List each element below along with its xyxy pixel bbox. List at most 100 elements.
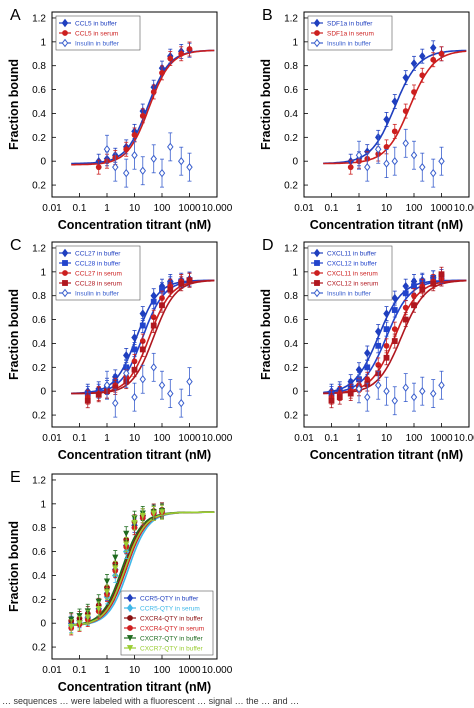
y-axis-label: Fraction bound — [259, 59, 273, 150]
x-axis-label: Concentration titrant (nM) — [58, 218, 211, 232]
legend-marker — [314, 270, 320, 276]
y-tick-label: 1 — [40, 499, 46, 510]
data-point — [95, 605, 102, 613]
y-tick-label: 0.4 — [284, 339, 298, 350]
data-point — [391, 156, 399, 166]
data-point — [411, 292, 417, 299]
x-tick-label: 10.000 — [454, 203, 474, 214]
x-tick-label: 0.1 — [325, 433, 339, 444]
legend-box — [55, 245, 141, 301]
x-tick-label: 10.000 — [202, 433, 233, 444]
data-point — [84, 614, 91, 621]
x-tick-label: 1 — [104, 433, 110, 444]
legend-entry: CCL27 in buffer — [75, 251, 121, 258]
y-tick-label: 1 — [292, 37, 298, 48]
data-point — [429, 389, 437, 398]
data-point — [186, 377, 193, 386]
y-tick-label: 0.8 — [284, 291, 298, 302]
legend-marker — [313, 38, 321, 48]
legend-box — [120, 590, 214, 656]
data-point — [375, 342, 382, 349]
data-point — [177, 398, 185, 408]
y-tick-label: 0.2 — [32, 643, 46, 654]
data-point — [150, 363, 157, 372]
x-tick-label: 0.1 — [73, 433, 87, 444]
x-tick-label: 10.000 — [454, 433, 474, 444]
legend-entry: CXCR4-QTY in serum — [140, 626, 204, 633]
x-tick-label: 1 — [356, 203, 362, 214]
data-point — [391, 97, 399, 106]
data-point — [411, 302, 417, 309]
data-point — [383, 326, 390, 333]
data-point — [139, 166, 147, 175]
data-point — [123, 541, 130, 548]
figure-caption: … sequences … were labeled with a fluore… — [2, 696, 300, 706]
data-point — [336, 394, 343, 401]
panel-label: B — [262, 7, 273, 24]
data-point — [177, 156, 185, 166]
legend-marker — [62, 260, 68, 266]
legend-marker — [62, 280, 68, 286]
y-tick-label: 0.2 — [32, 181, 46, 192]
legend-entry: CCL28 in serum — [75, 281, 122, 288]
y-tick-label: 1 — [292, 267, 298, 278]
legend-entry: CXCR7-QTY in buffer — [140, 636, 203, 643]
data-point — [186, 162, 193, 172]
data-point — [430, 280, 437, 287]
data-point — [150, 89, 157, 95]
legend-entry: CXCR7-QTY in buffer — [140, 646, 203, 653]
y-tick-label: 0.2 — [32, 595, 46, 606]
legend-entry: SDF1a in buffer — [327, 21, 373, 28]
x-tick-label: 10 — [129, 665, 141, 676]
data-point — [167, 389, 174, 398]
x-tick-label: 0.01 — [42, 665, 62, 676]
data-point — [355, 384, 363, 394]
y-tick-label: 0 — [40, 157, 46, 168]
data-point — [364, 392, 371, 402]
data-point — [391, 128, 398, 135]
data-point — [402, 316, 409, 323]
legend-marker — [61, 38, 69, 48]
data-point — [159, 302, 165, 309]
data-point — [178, 50, 185, 57]
x-tick-label: 0.01 — [42, 203, 62, 214]
legend-marker — [62, 270, 68, 276]
data-point — [139, 346, 146, 353]
data-point — [139, 375, 147, 384]
legend-entry: Insulin in buffer — [75, 291, 120, 298]
x-tick-label: 10 — [381, 433, 393, 444]
legend-marker — [126, 603, 134, 613]
x-tick-label: 0.01 — [294, 203, 314, 214]
legend-marker — [61, 288, 69, 298]
data-point — [131, 151, 138, 160]
y-tick-label: 0.2 — [284, 411, 298, 422]
data-point — [150, 322, 157, 329]
data-point — [347, 164, 354, 171]
data-point — [158, 168, 166, 178]
data-point — [122, 351, 130, 360]
panel-label: A — [10, 7, 21, 24]
legend-marker — [313, 288, 321, 298]
data-point — [402, 139, 409, 148]
data-point — [112, 565, 119, 572]
y-tick-label: 0.8 — [32, 523, 46, 534]
y-tick-label: 0.6 — [284, 315, 298, 326]
legend-marker — [314, 30, 320, 36]
legend-marker — [127, 615, 133, 621]
data-point — [167, 286, 174, 293]
data-point — [355, 151, 363, 160]
data-point — [419, 286, 426, 293]
legend-entry: Insulin in buffer — [327, 291, 372, 298]
legend-entry: CCL5 in serum — [75, 31, 118, 38]
y-tick-label: 0 — [40, 387, 46, 398]
legend-marker — [126, 635, 134, 642]
y-tick-label: 0.2 — [32, 363, 46, 374]
data-point — [410, 392, 418, 402]
x-tick-label: 100 — [154, 665, 171, 676]
x-tick-label: 10 — [129, 433, 141, 444]
x-tick-label: 1 — [356, 433, 362, 444]
x-tick-label: 10.000 — [202, 665, 233, 676]
panel-label: E — [10, 469, 21, 486]
data-point — [419, 386, 426, 396]
